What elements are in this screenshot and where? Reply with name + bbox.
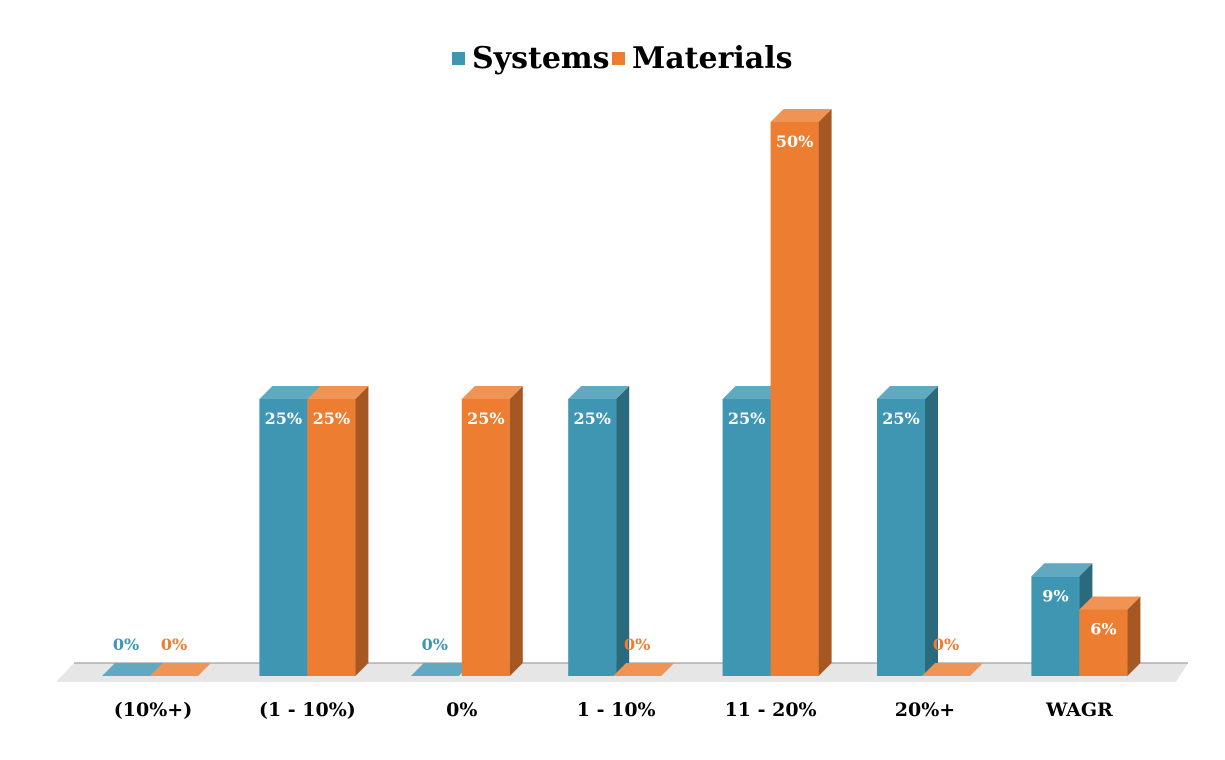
bar-top-systems-wagr-6 [1031,563,1093,577]
bar-materials-11-20-4 [770,109,832,676]
bar-top-systems-1-10-1 [259,386,321,399]
data-label-systems-1-10-3: 25% [573,409,610,428]
data-label-materials-1-10-3: 0% [624,635,650,654]
bar-materials-20-5 [922,663,983,676]
bar-materials-1-10-3 [613,663,675,676]
bar-top-materials-1-10-3 [613,663,675,676]
data-label-materials-1-10-1: 25% [313,409,350,428]
data-label-materials-20-5: 0% [933,635,959,654]
bars [102,109,1141,676]
bar-front-systems-wagr-6 [1031,576,1080,676]
bar-side-materials-1-10-1 [355,386,369,676]
bar-top-materials-0-2 [461,386,523,399]
tick-label-11-20-4: 11 - 20% [725,699,817,721]
bar-systems-20-5 [877,386,938,676]
data-label-materials-11-20-4: 50% [776,132,813,151]
tick-label-20-5: 20%+ [895,699,955,721]
bar-front-systems-20-5 [877,399,925,676]
bar-front-materials-1-10-1 [307,399,356,676]
legend-label-systems: Systems [472,41,610,76]
bar-materials-wagr-6 [1079,596,1141,676]
data-labels: 0% 0% 25% 25% 0% 25% 25% 0% 25% 50% 25% 0% 9% 6% [113,132,1117,654]
bar-front-materials-11-20-4 [770,122,819,676]
bar-systems-1-10-3 [568,386,630,676]
data-label-materials-wagr-6: 6% [1090,620,1116,639]
x-axis-ticks: (10%+) (1 - 10%) 0% 1 - 10% 11 - 20% 20%+ WAGR [114,699,1113,721]
bar-side-systems-1-10-3 [616,386,630,676]
bar-top-materials-wagr-6 [1079,596,1141,610]
data-label-materials-10-0: 0% [161,635,187,654]
bar-top-systems-10-0 [102,663,163,676]
bar-side-materials-wagr-6 [1127,596,1141,676]
legend-swatch-materials [612,52,625,65]
bar-top-systems-0-2 [410,663,472,676]
tick-label-1-10-1: (1 - 10%) [259,699,356,721]
data-label-systems-wagr-6: 9% [1042,586,1068,605]
data-label-materials-0-2: 25% [467,409,504,428]
data-label-systems-1-10-1: 25% [265,409,302,428]
data-label-systems-0-2: 0% [422,635,448,654]
data-label-systems-10-0: 0% [113,635,139,654]
bar-side-materials-0-2 [509,386,523,676]
bar-materials-1-10-1 [307,386,369,676]
bar-front-materials-wagr-6 [1079,609,1128,676]
bar-systems-0-2 [410,663,472,676]
bar-materials-10-0 [150,663,211,676]
bar-front-materials-0-2 [461,399,510,676]
legend: Systems Materials [452,41,793,76]
bar-side-materials-11-20-4 [818,109,832,676]
bar-systems-10-0 [102,663,163,676]
bar-top-materials-11-20-4 [770,109,832,122]
tick-label-wagr-6: WAGR [1045,699,1113,721]
legend-label-materials: Materials [632,41,793,76]
data-label-systems-20-5: 25% [882,409,919,428]
bar-top-systems-20-5 [877,386,938,399]
bar-front-systems-1-10-1 [259,399,308,676]
bar-top-systems-1-10-3 [568,386,630,399]
tick-label-1-10-3: 1 - 10% [577,699,656,721]
bar-top-systems-11-20-4 [722,386,784,399]
legend-swatch-systems [452,52,465,65]
bar-materials-0-2 [461,386,523,676]
bar-side-systems-20-5 [925,386,938,676]
tick-label-0-2: 0% [446,699,477,721]
bar-front-systems-1-10-3 [568,399,617,676]
bar-front-systems-11-20-4 [722,399,771,676]
bar-top-materials-20-5 [922,663,983,676]
tick-label-10-0: (10%+) [114,699,192,721]
bar-top-materials-10-0 [150,663,211,676]
data-label-systems-11-20-4: 25% [728,409,765,428]
bar-top-materials-1-10-1 [307,386,369,399]
